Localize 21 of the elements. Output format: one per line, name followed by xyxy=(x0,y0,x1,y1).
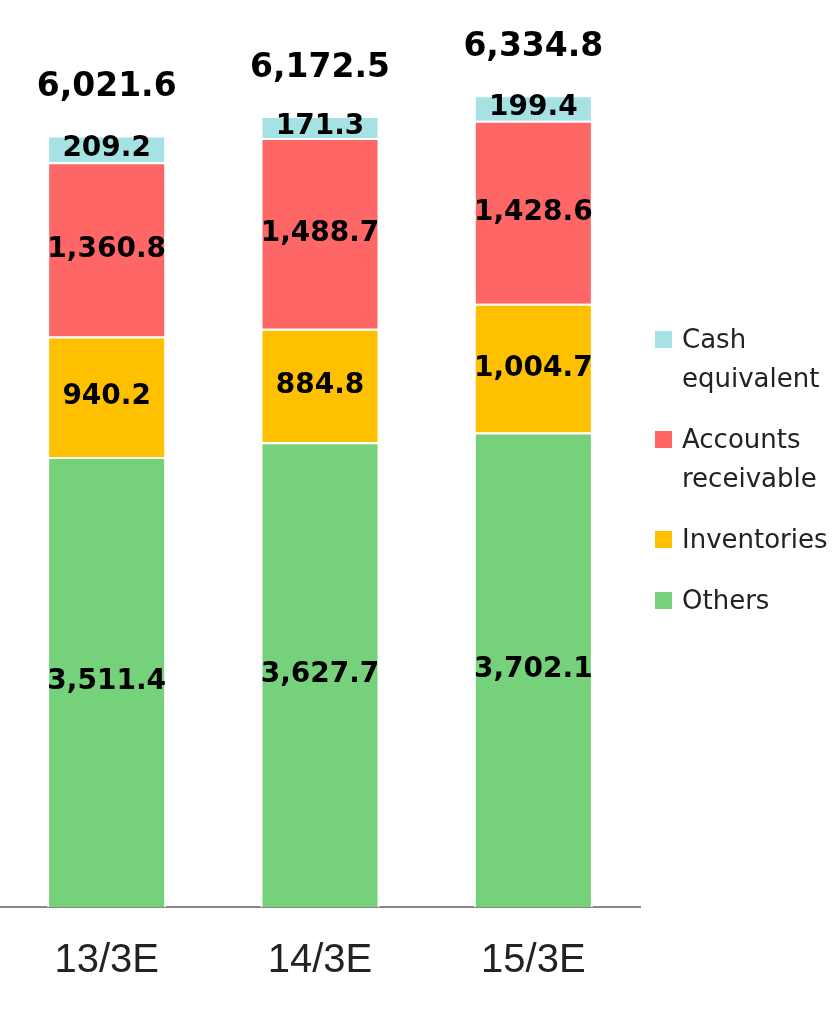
data-label: 3,511.4 xyxy=(47,663,167,697)
data-label: 1,004.7 xyxy=(473,349,593,383)
total-label: 6,021.6 xyxy=(36,64,177,104)
data-label: 209.2 xyxy=(62,130,151,164)
x-tick-label: 14/3E xyxy=(267,936,373,981)
legend-label: Inventories xyxy=(682,523,828,556)
legend-label: Cash equivalent xyxy=(682,323,821,395)
legend-label: Others xyxy=(682,584,770,617)
data-label: 1,360.8 xyxy=(47,230,167,264)
data-label: 3,702.1 xyxy=(473,651,593,685)
data-label: 940.2 xyxy=(62,378,151,412)
data-label: 1,488.7 xyxy=(260,214,380,248)
data-label: 199.4 xyxy=(489,89,578,123)
total-label: 6,334.8 xyxy=(463,24,604,64)
x-tick-label: 13/3E xyxy=(54,936,159,981)
data-label: 884.8 xyxy=(275,366,365,400)
data-label: 3,627.7 xyxy=(260,655,380,689)
x-tick-label: 15/3E xyxy=(481,936,586,981)
total-label: 6,172.5 xyxy=(250,45,390,85)
data-label: 171.3 xyxy=(275,108,365,142)
legend-label: Accounts receivable xyxy=(682,423,818,495)
